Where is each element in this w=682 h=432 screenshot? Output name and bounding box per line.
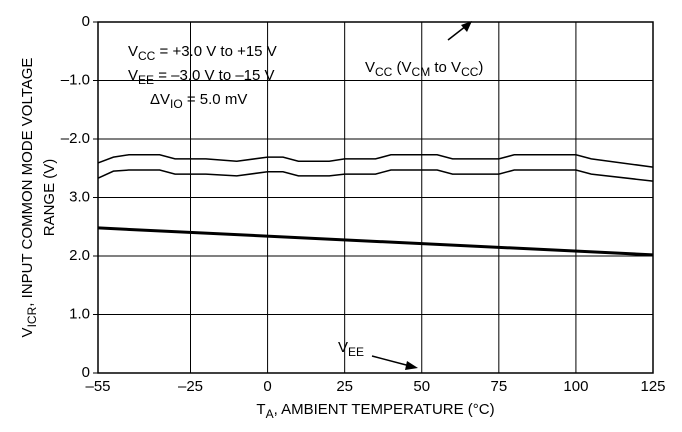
annotation-part: (V — [392, 59, 411, 76]
annotation-part: EE — [138, 73, 154, 87]
plot-frame — [97, 21, 654, 374]
y-axis-label-part: V — [19, 327, 36, 337]
x-tick-label: 100 — [563, 378, 588, 395]
annotation-part: = –3.0 V to –15 V — [154, 67, 275, 84]
annotation-part: = 5.0 mV — [183, 91, 248, 108]
y-axis-label-part: RANGE (V) — [41, 159, 58, 237]
y-axis-label-part: ICR — [25, 306, 39, 327]
annotation: VCC = +3.0 V to +15 V — [128, 43, 277, 63]
y-axis-label: VICR, INPUT COMMON MODE VOLTAGE — [19, 58, 39, 338]
vee-arrow — [371, 355, 411, 367]
y-axis-label-part: , INPUT COMMON MODE VOLTAGE — [19, 58, 36, 307]
series-line — [97, 169, 654, 182]
annotation-part: EE — [348, 345, 364, 359]
annotation-part: ) — [478, 59, 483, 76]
x-tick-label: 0 — [263, 378, 271, 395]
x-tick-label: 75 — [490, 378, 507, 395]
vee-arrowhead — [405, 361, 418, 370]
y2-tick-label: –1.0 — [61, 71, 90, 88]
series-line — [97, 226, 654, 257]
annotation-part: V — [365, 59, 375, 76]
x-axis-label-part: A — [266, 407, 274, 421]
annotation-part: V — [338, 339, 348, 356]
annotation-part: CM — [412, 65, 431, 79]
annotation-part: CC — [375, 65, 393, 79]
y2-tick-label: –2.0 — [61, 130, 90, 147]
annotation: VEE = –3.0 V to –15 V — [128, 67, 275, 87]
y-tick-label: 0 — [82, 364, 90, 381]
x-tick-label: –55 — [85, 378, 110, 395]
vcc-arrowhead — [461, 21, 472, 32]
y-tick-label: 1.0 — [69, 305, 90, 322]
annotation-part: CC — [461, 65, 479, 79]
x-tick-label: 125 — [640, 378, 665, 395]
annotation-part: CC — [138, 49, 156, 63]
x-tick-label: 50 — [413, 378, 430, 395]
series-line — [97, 154, 654, 168]
vcc-arrow — [447, 25, 467, 41]
x-axis-label-part: T — [256, 401, 265, 418]
annotation-part: V — [128, 43, 138, 60]
annotation: ΔVIO = 5.0 mV — [150, 91, 247, 111]
annotation-part: IO — [170, 97, 183, 111]
x-axis-label: TA, AMBIENT TEMPERATURE (°C) — [256, 401, 494, 421]
y-tick-label: 3.0 — [69, 188, 90, 205]
annotation: VEE — [338, 339, 364, 359]
annotation: VCC (VCM to VCC) — [365, 59, 483, 79]
y-axis-label: RANGE (V) — [41, 159, 58, 237]
x-tick-label: –25 — [178, 378, 203, 395]
x-tick-label: 25 — [336, 378, 353, 395]
annotation-part: = +3.0 V to +15 V — [155, 43, 276, 60]
annotation-part: ΔV — [150, 91, 170, 108]
annotation-part: V — [128, 67, 138, 84]
y-tick-label: 2.0 — [69, 247, 90, 264]
x-axis-label-part: , AMBIENT TEMPERATURE (°C) — [274, 401, 495, 418]
annotation-part: to V — [430, 59, 461, 76]
y2-tick-label: 0 — [82, 13, 90, 30]
